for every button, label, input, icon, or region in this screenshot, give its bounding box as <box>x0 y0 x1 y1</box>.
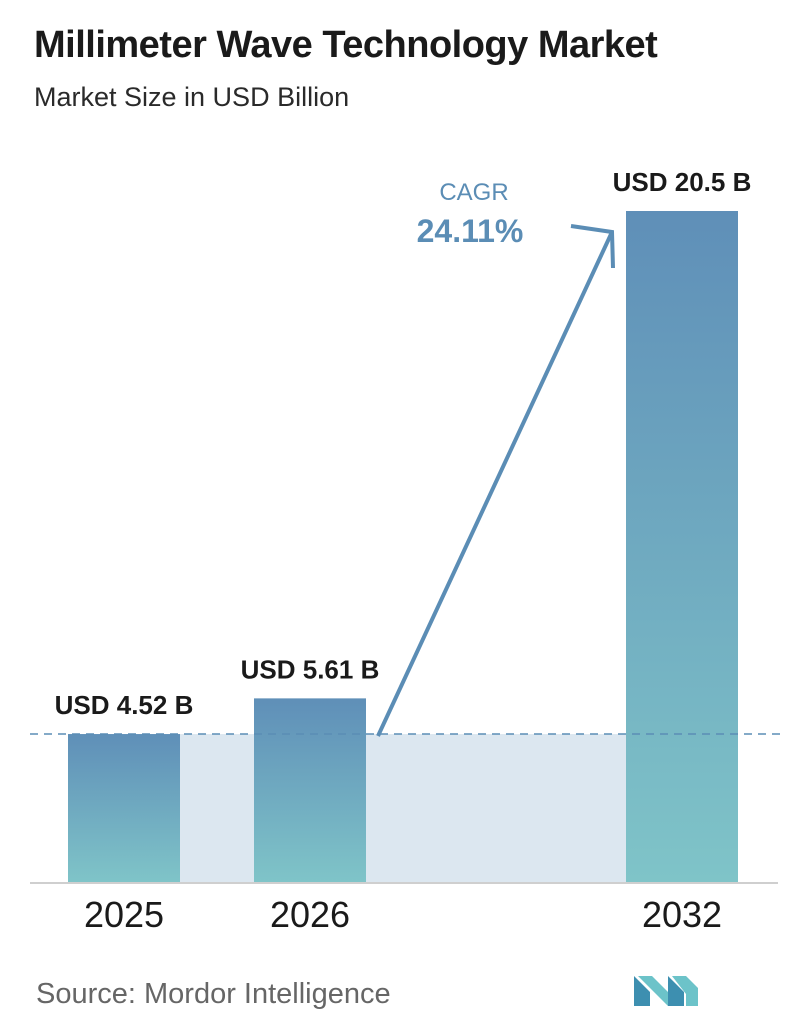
bar-2025 <box>68 734 180 882</box>
data-label-2025: USD 4.52 B <box>55 690 194 720</box>
data-labels: USD 4.52 B USD 5.61 B USD 20.5 B <box>55 167 752 720</box>
x-tick-2026: 2026 <box>270 894 350 935</box>
bar-2032 <box>626 211 738 882</box>
x-tick-labels: 2025 2026 2032 <box>84 894 722 935</box>
x-tick-2032: 2032 <box>642 894 722 935</box>
x-tick-2025: 2025 <box>84 894 164 935</box>
bar-2026 <box>254 698 366 882</box>
chart-title: Millimeter Wave Technology Market <box>34 24 658 66</box>
bars <box>68 211 738 882</box>
chart-subtitle: Market Size in USD Billion <box>34 82 350 112</box>
cagr-value: 24.11% <box>417 213 524 249</box>
mordor-intelligence-logo-icon <box>634 976 698 1006</box>
data-label-2032: USD 20.5 B <box>613 167 752 197</box>
data-label-2026: USD 5.61 B <box>241 654 380 684</box>
source-text: Source: Mordor Intelligence <box>36 978 391 1010</box>
cagr-label: CAGR <box>439 179 508 206</box>
cagr-arrow-head-icon <box>570 224 615 269</box>
cagr-arrow <box>376 231 614 737</box>
